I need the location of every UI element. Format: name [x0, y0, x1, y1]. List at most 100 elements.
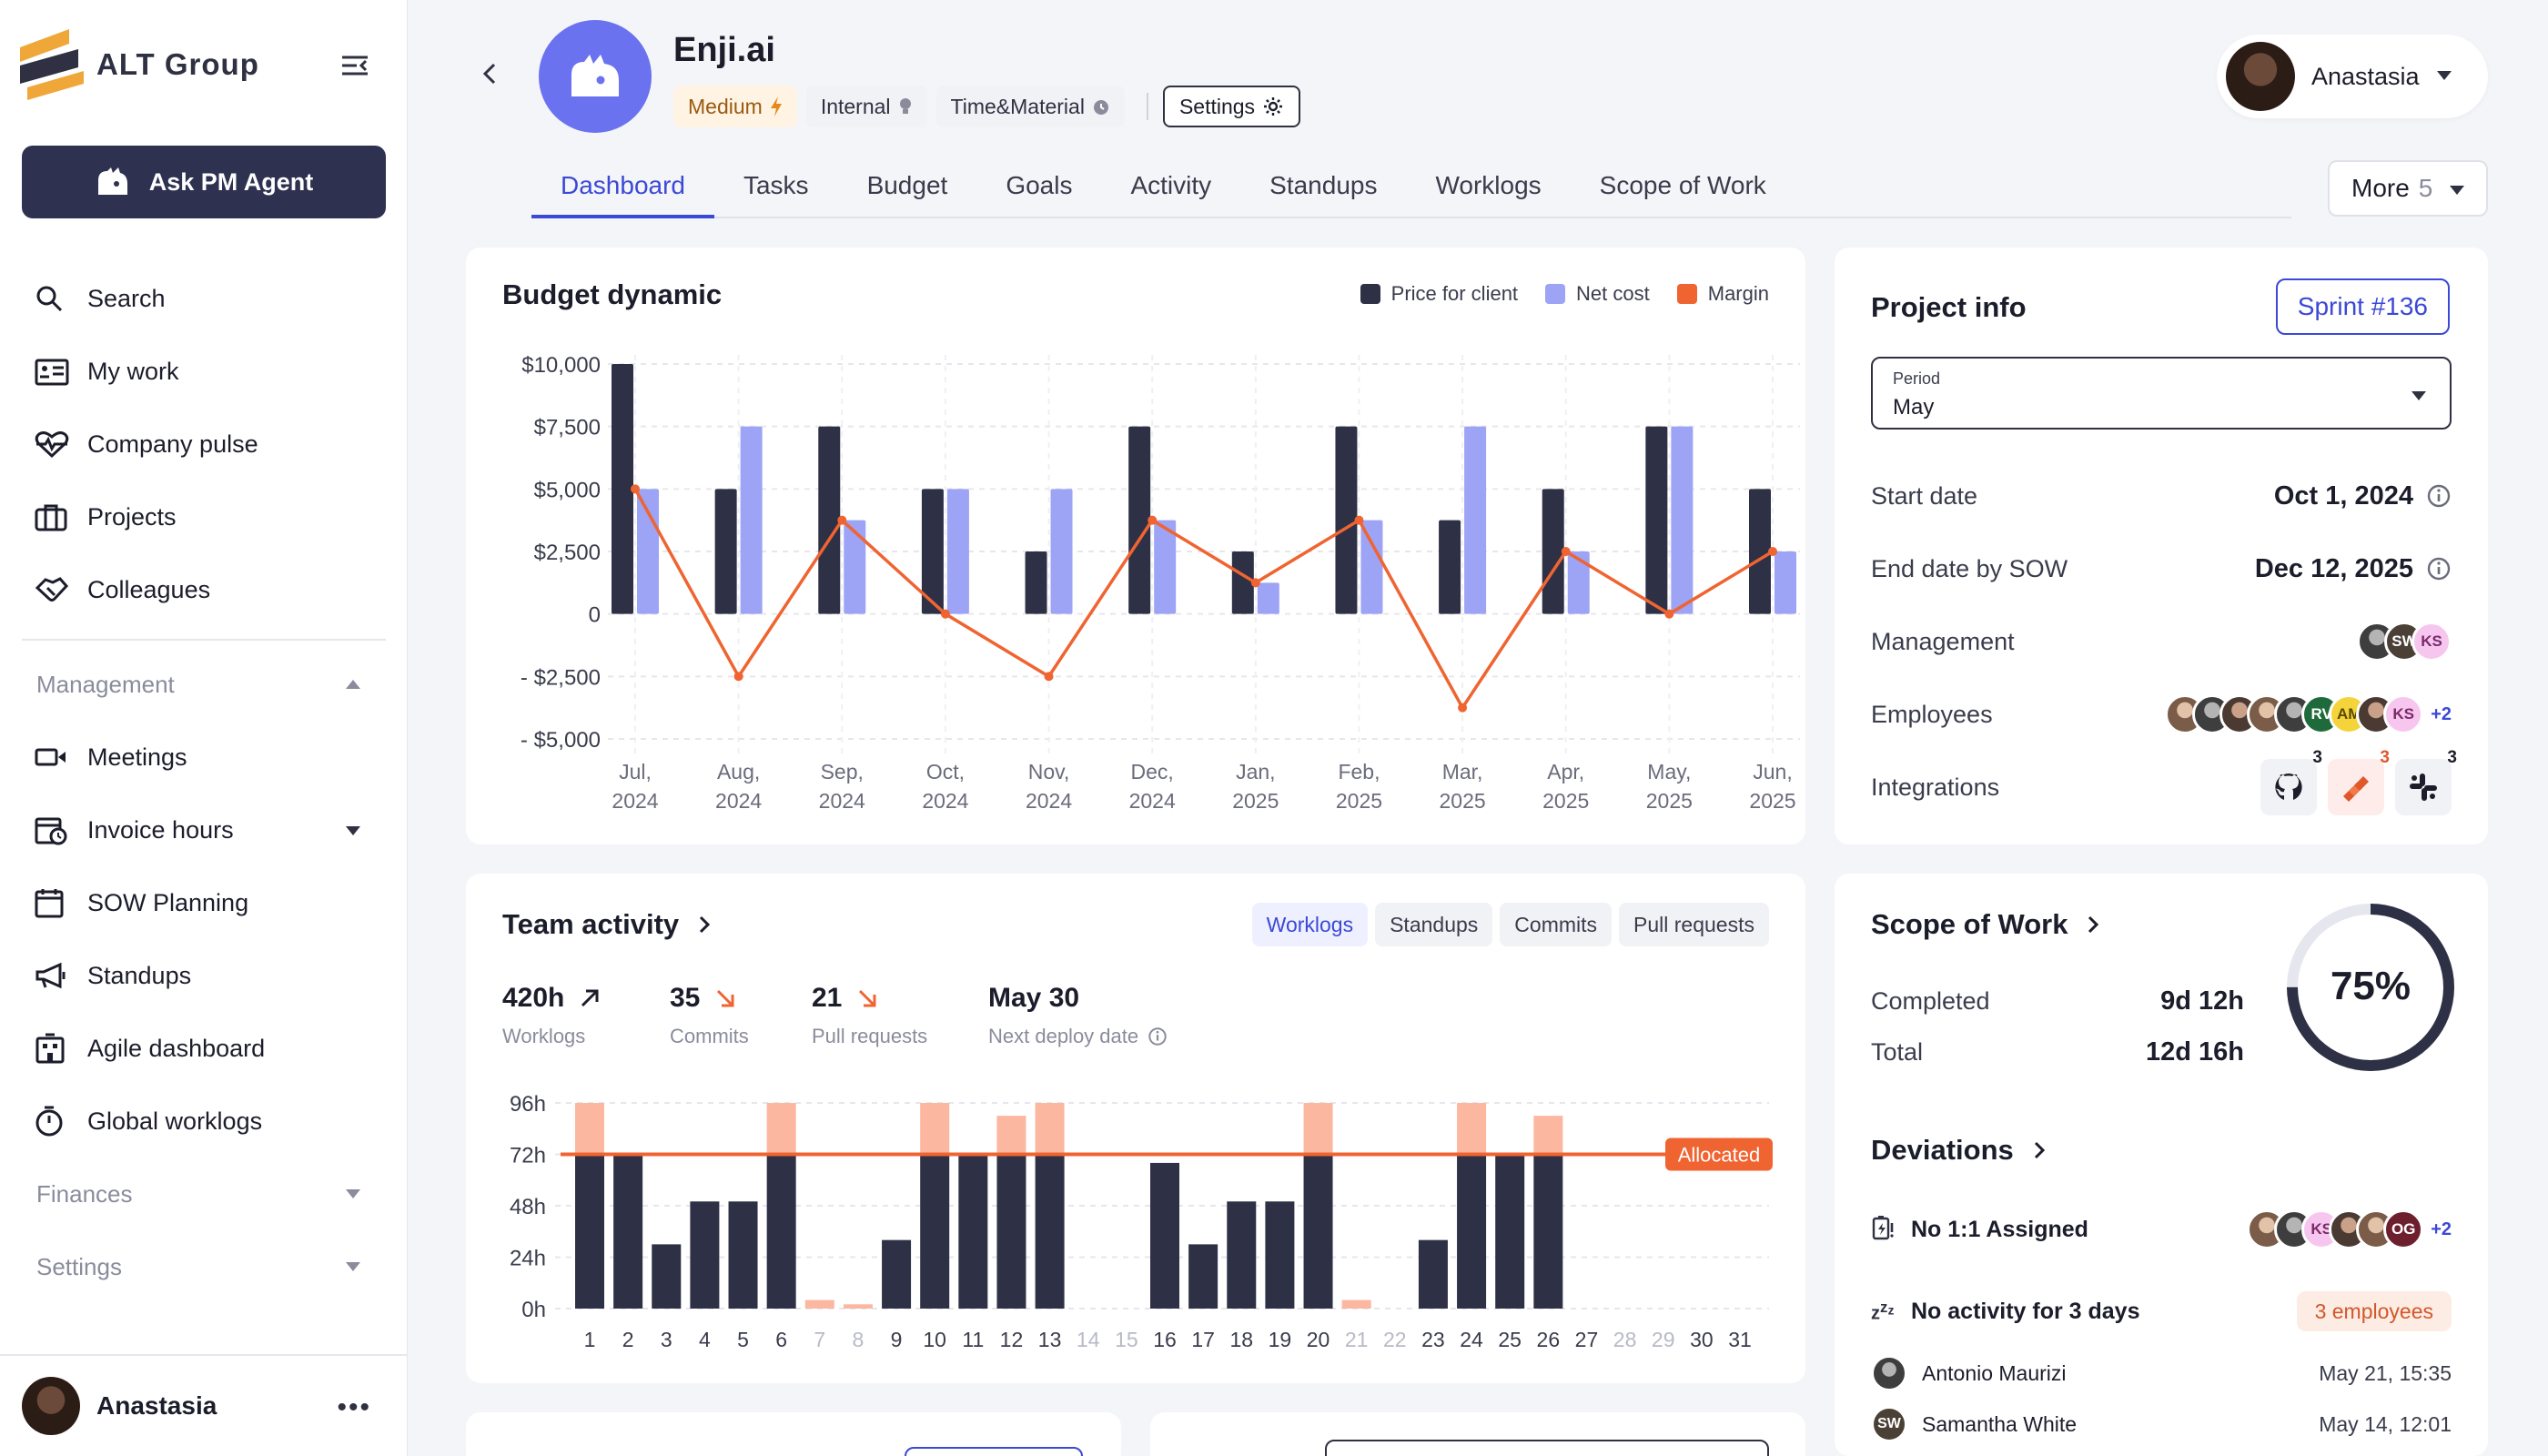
x-tick-label: 2024	[715, 789, 762, 813]
legend-label: Margin	[1707, 282, 1769, 305]
x-tick-label: 9	[891, 1328, 903, 1351]
segment-worklogs[interactable]: Worklogs	[1251, 903, 1369, 946]
list-item[interactable]: SW Samantha White May 14, 12:01	[1871, 1403, 2452, 1445]
list-item[interactable]: Antonio Maurizi May 21, 15:35	[1871, 1352, 2452, 1394]
x-tick-label: 22	[1383, 1328, 1407, 1351]
chevron-down-icon	[2450, 186, 2464, 195]
alarm-clock-icon	[1092, 97, 1110, 116]
sidebar-item-agile-dashboard[interactable]: Agile dashboard	[22, 1012, 386, 1085]
sidebar-user[interactable]: Anastasia •••	[0, 1354, 408, 1456]
legend-net-cost[interactable]: Net cost	[1545, 282, 1650, 306]
deviations-title[interactable]: Deviations	[1871, 1134, 2045, 1167]
x-tick-label: Jan,	[1236, 760, 1275, 784]
segment-pull-requests[interactable]: Pull requests	[1619, 903, 1769, 946]
jira-integration[interactable]: 3	[2328, 748, 2390, 815]
bar-worklog	[766, 1154, 796, 1309]
stat-pull-requests: 21 Pull requests	[812, 983, 927, 1048]
employees-badge[interactable]: 3 employees	[2296, 1291, 2452, 1331]
management-avatars[interactable]: SW KS	[2357, 622, 2452, 662]
tab-dashboard[interactable]: Dashboard	[531, 155, 714, 218]
bar-price-for-client	[1128, 426, 1151, 614]
collapse-sidebar-icon[interactable]	[339, 49, 371, 82]
bottom-card-left	[466, 1412, 1121, 1456]
tab-budget[interactable]: Budget	[866, 171, 948, 199]
logo[interactable]: ALT Group	[20, 27, 259, 102]
billing-chip-label: Time&Material	[950, 94, 1085, 118]
sidebar-item-company-pulse[interactable]: Company pulse	[22, 408, 386, 480]
bar-net-cost	[637, 489, 659, 614]
sidebar-item-projects[interactable]: Projects	[22, 480, 386, 553]
bar-net-cost	[1671, 426, 1694, 614]
info-icon[interactable]	[2426, 556, 2452, 581]
id-card-icon	[35, 353, 78, 389]
sidebar-item-meetings[interactable]: Meetings	[22, 721, 386, 794]
user-menu[interactable]: Anastasia	[2217, 35, 2488, 118]
segment-commits[interactable]: Commits	[1500, 903, 1613, 946]
tab-scope-of-work[interactable]: Scope of Work	[1599, 171, 1766, 199]
ask-pm-agent-button[interactable]: Ask PM Agent	[22, 146, 386, 218]
employee-avatars[interactable]: RV AM KS +2	[2165, 694, 2452, 734]
sidebar-item-global-worklogs[interactable]: Global worklogs	[22, 1085, 386, 1158]
deviation-no-activity[interactable]: zzᶻ No activity for 3 days 3 employees	[1871, 1289, 2452, 1334]
section-management[interactable]: Management	[22, 648, 386, 721]
sidebar-item-standups[interactable]: Standups	[22, 939, 386, 1012]
end-date-value: Dec 12, 2025	[2254, 553, 2413, 583]
sidebar-item-my-work[interactable]: My work	[22, 335, 386, 408]
info-icon[interactable]	[1148, 1026, 1168, 1046]
segment-standups[interactable]: Standups	[1375, 903, 1493, 946]
avatar	[22, 1377, 80, 1435]
period-select[interactable]: Period May	[1871, 357, 2452, 430]
tab-standups[interactable]: Standups	[1269, 171, 1378, 199]
legend-margin[interactable]: Margin	[1676, 282, 1769, 306]
bottom-card-button[interactable]	[905, 1447, 1083, 1456]
tab-activity[interactable]: Activity	[1130, 171, 1212, 199]
legend-price[interactable]: Price for client	[1360, 282, 1518, 306]
more-tabs-count: 5	[2418, 174, 2433, 202]
team-activity-title[interactable]: Team activity	[502, 908, 711, 941]
sprint-button[interactable]: Sprint #136	[2275, 278, 2450, 335]
sidebar-item-colleagues[interactable]: Colleagues	[22, 553, 386, 626]
more-avatars-count[interactable]: +2	[2431, 1218, 2452, 1239]
slack-integration[interactable]: 3	[2395, 748, 2457, 815]
more-options-icon[interactable]: •••	[337, 1392, 371, 1422]
priority-chip[interactable]: Medium	[673, 86, 797, 127]
trend-up-icon	[579, 987, 601, 1009]
y-tick-label: $2,500	[534, 541, 601, 565]
stat-label: Next deploy date	[988, 1025, 1139, 1047]
margin-point	[1148, 515, 1158, 525]
heart-pulse-icon	[35, 426, 78, 462]
back-arrow-icon[interactable]	[482, 62, 497, 86]
tab-goals[interactable]: Goals	[1006, 171, 1073, 199]
github-integration[interactable]: 3	[2260, 748, 2322, 815]
more-tabs-button[interactable]: More 5	[2328, 160, 2488, 217]
bar-overtime	[1303, 1103, 1333, 1155]
handshake-icon	[35, 571, 78, 608]
stat-worklogs: 420h Worklogs	[502, 983, 601, 1048]
deviation-no-one-on-one[interactable]: No 1:1 Assigned KS OG +2	[1871, 1207, 2452, 1252]
x-tick-label: Nov,	[1028, 760, 1070, 784]
sidebar-item-sow-planning[interactable]: SOW Planning	[22, 866, 386, 939]
tab-worklogs[interactable]: Worklogs	[1435, 171, 1542, 199]
sidebar-item-search[interactable]: Search	[22, 262, 386, 335]
x-tick-label: 2025	[1542, 789, 1589, 813]
bar-price-for-client	[1542, 489, 1564, 614]
more-avatars-count[interactable]: +2	[2431, 703, 2452, 724]
info-icon[interactable]	[2426, 483, 2452, 509]
management-row: Management SW KS	[1871, 619, 2452, 664]
billing-chip[interactable]: Time&Material	[935, 86, 1125, 127]
deviation-avatars[interactable]: KS OG +2	[2247, 1209, 2452, 1249]
search-icon	[35, 280, 78, 317]
margin-point	[1768, 547, 1777, 556]
legend-swatch	[1545, 284, 1566, 304]
tab-tasks[interactable]: Tasks	[743, 171, 809, 199]
section-finances[interactable]: Finances	[22, 1158, 386, 1230]
project-settings-button[interactable]: Settings	[1162, 86, 1301, 127]
bar-worklog	[958, 1154, 988, 1309]
start-date-label: Start date	[1871, 481, 1978, 510]
chevron-right-icon	[2034, 1141, 2045, 1159]
type-chip[interactable]: Internal	[805, 86, 927, 127]
sidebar-item-invoice-hours[interactable]: Invoice hours	[22, 794, 386, 866]
section-settings[interactable]: Settings	[22, 1230, 386, 1303]
scope-title[interactable]: Scope of Work	[1871, 908, 2099, 941]
bottom-card-select[interactable]	[1325, 1440, 1769, 1456]
